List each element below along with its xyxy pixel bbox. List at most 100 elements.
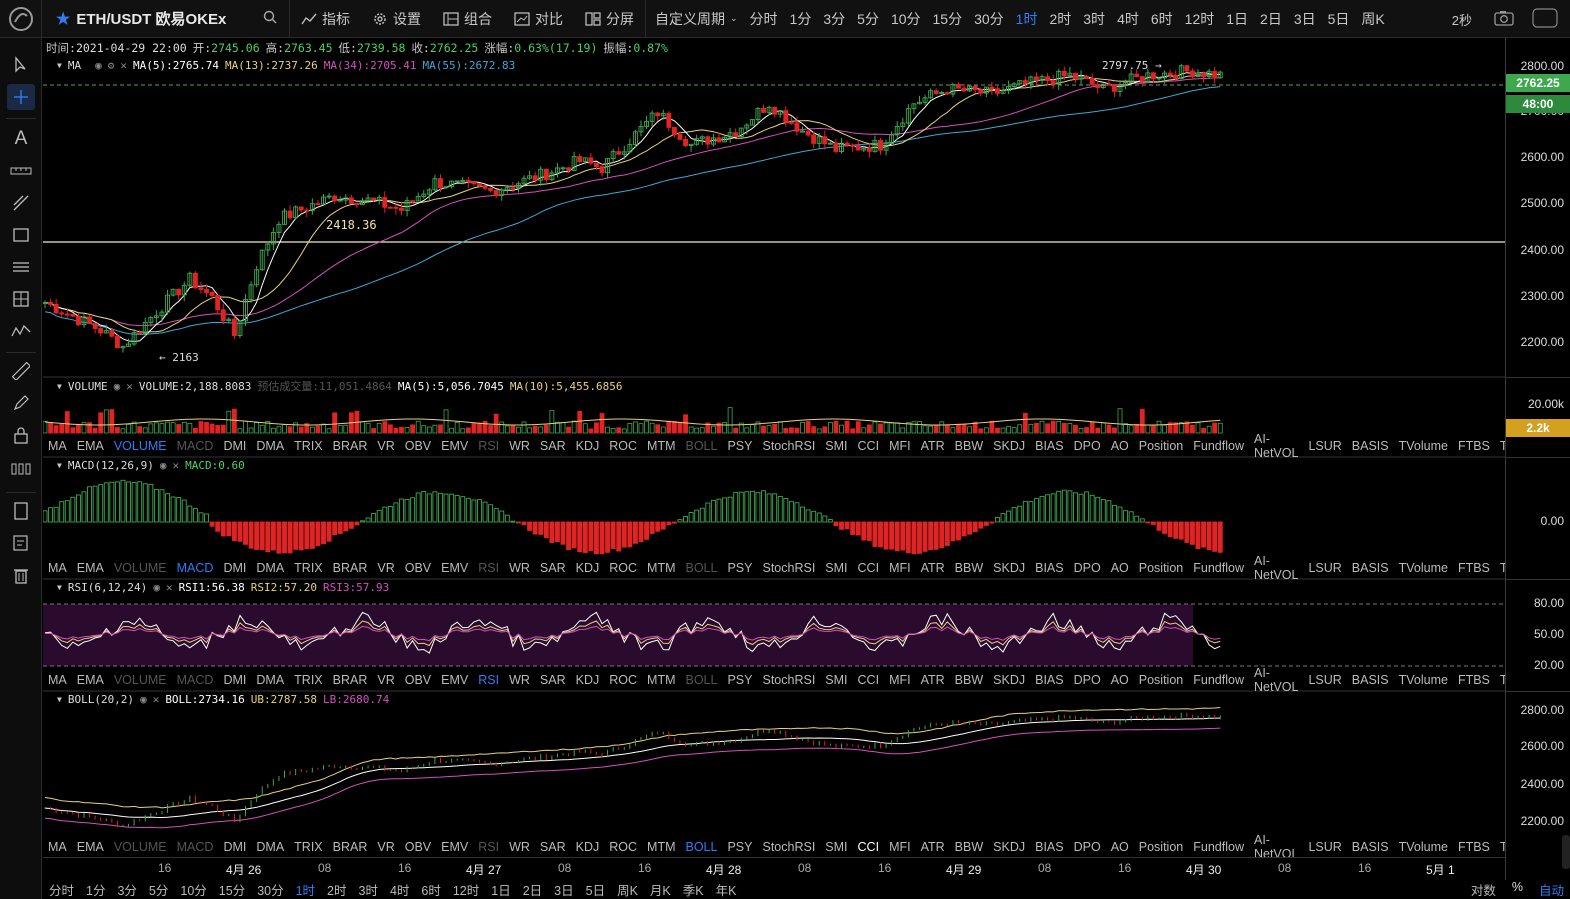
compare-button[interactable]: 对比: [503, 0, 574, 38]
indicator-tab-sar[interactable]: SAR: [539, 673, 566, 687]
indicator-tab-smi[interactable]: SMI: [825, 439, 848, 453]
indicator-tab-volume[interactable]: VOLUME: [113, 561, 167, 575]
bottom-period-2[interactable]: 3分: [117, 884, 137, 898]
indicator-tab-smi[interactable]: SMI: [825, 840, 848, 854]
indicator-tab-macd[interactable]: MACD: [176, 439, 214, 453]
split-screen-button[interactable]: 分屏: [574, 0, 645, 38]
indicator-tab-fundflow[interactable]: Fundflow: [1193, 561, 1244, 575]
indicator-tab-atr[interactable]: ATR: [920, 561, 945, 575]
indicator-tab-wr[interactable]: WR: [509, 840, 530, 854]
bottom-period-5[interactable]: 15分: [218, 884, 246, 898]
indicator-tab-bias[interactable]: BIAS: [1035, 673, 1064, 687]
indicator-tab-ai-netvol[interactable]: AI-NetVOL: [1253, 666, 1299, 694]
indicator-tab-bbw[interactable]: BBW: [954, 673, 984, 687]
indicator-tab-ai-netvol[interactable]: AI-NetVOL: [1253, 554, 1299, 582]
period-7[interactable]: 1时: [1015, 10, 1038, 27]
indicator-tab-boll[interactable]: BOLL: [685, 673, 718, 687]
indicator-tab-psy[interactable]: PSY: [727, 561, 753, 575]
indicator-tab-psy[interactable]: PSY: [727, 840, 753, 854]
magnet-icon[interactable]: [7, 456, 35, 482]
period-0[interactable]: 分时: [749, 10, 778, 27]
indicator-tab-ao[interactable]: AO: [1110, 673, 1129, 687]
indicator-tab-wr[interactable]: WR: [509, 673, 530, 687]
indicator-tab-dpo[interactable]: DPO: [1073, 840, 1101, 854]
price-axis[interactable]: 2800.00 2700.00 2600.00 2500.00 2400.00 …: [1505, 38, 1570, 880]
period-16[interactable]: 5日: [1327, 10, 1350, 27]
indicator-tab-roc[interactable]: ROC: [609, 840, 638, 854]
indicator-tab-position[interactable]: Position: [1138, 561, 1184, 575]
indicator-tab-rsi[interactable]: RSI: [478, 673, 500, 687]
indicator-tab-ema[interactable]: EMA: [76, 561, 104, 575]
indicator-tab-skdj[interactable]: SKDJ: [993, 840, 1026, 854]
indicator-button[interactable]: 指标: [290, 0, 361, 38]
indicator-tab-skdj[interactable]: SKDJ: [993, 439, 1026, 453]
indicator-tab-vr[interactable]: VR: [377, 561, 395, 575]
measure-tool-icon[interactable]: [7, 158, 35, 184]
bottom-period-15[interactable]: 3日: [554, 884, 574, 898]
indicator-tab-mfi[interactable]: MFI: [889, 840, 911, 854]
bottom-period-18[interactable]: 月K: [649, 884, 671, 898]
indicator-tab-basis[interactable]: BASIS: [1351, 561, 1389, 575]
indicator-tab-brar[interactable]: BRAR: [332, 439, 368, 453]
indicator-tab-dma[interactable]: DMA: [256, 840, 285, 854]
scroll-handle[interactable]: [1562, 835, 1570, 869]
indicator-tab-emv[interactable]: EMV: [441, 673, 469, 687]
indicator-tab-fundflow[interactable]: Fundflow: [1193, 840, 1244, 854]
indicator-tab-dmi[interactable]: DMI: [223, 840, 247, 854]
indicator-tab-wr[interactable]: WR: [509, 561, 530, 575]
indicator-tab-mtm[interactable]: MTM: [647, 561, 676, 575]
indicator-tab-lsur[interactable]: LSUR: [1308, 673, 1342, 687]
indicator-tab-ao[interactable]: AO: [1110, 840, 1129, 854]
layout-button[interactable]: 组合: [432, 0, 503, 38]
period-12[interactable]: 12时: [1184, 10, 1215, 27]
indicator-tab-rsi[interactable]: RSI: [478, 840, 500, 854]
indicator-tab-obv[interactable]: OBV: [404, 561, 432, 575]
indicator-tab-trix[interactable]: TRIX: [294, 673, 323, 687]
indicator-tab-wr[interactable]: WR: [509, 439, 530, 453]
indicator-tab-position[interactable]: Position: [1138, 439, 1184, 453]
indicator-tab-rsi[interactable]: RSI: [478, 561, 500, 575]
settings-button[interactable]: 设置: [361, 0, 432, 38]
indicator-tab-volume[interactable]: VOLUME: [113, 673, 167, 687]
lock-icon[interactable]: [7, 422, 35, 448]
ruler-icon[interactable]: [7, 358, 35, 384]
indicator-tab-emv[interactable]: EMV: [441, 439, 469, 453]
indicator-tab-boll[interactable]: BOLL: [685, 840, 718, 854]
indicator-tab-ma[interactable]: MA: [48, 439, 67, 453]
bookmark-icon[interactable]: [7, 498, 35, 524]
indicator-tab-tvolume[interactable]: TVolume: [1398, 561, 1448, 575]
indicator-tab-brar[interactable]: BRAR: [332, 840, 368, 854]
crosshair-icon[interactable]: [7, 84, 35, 110]
indicator-tab-ao[interactable]: AO: [1110, 561, 1129, 575]
close-icon[interactable]: ✕: [172, 458, 180, 472]
wave-tool-icon[interactable]: [7, 318, 35, 344]
period-14[interactable]: 2日: [1260, 10, 1282, 27]
indicator-tab-mfi[interactable]: MFI: [889, 439, 911, 453]
indicator-tab-stochrsi[interactable]: StochRSI: [762, 439, 816, 453]
indicator-tab-sar[interactable]: SAR: [539, 561, 566, 575]
bottom-period-16[interactable]: 5日: [585, 884, 606, 898]
indicator-tab-tvolume[interactable]: TVolume: [1398, 439, 1448, 453]
bottom-period-4[interactable]: 10分: [180, 884, 207, 898]
indicator-tab-dmi[interactable]: DMI: [223, 439, 247, 453]
period-6[interactable]: 30分: [974, 10, 1004, 27]
symbol-selector[interactable]: ★ ETH/USDT 欧易OKEx: [42, 0, 290, 38]
indicator-tab-kdj[interactable]: KDJ: [575, 561, 600, 575]
indicator-tab-smi[interactable]: SMI: [825, 561, 848, 575]
time-axis[interactable]: 16 4月 26 08 16 4月 27 08 16 4月 28 08 16 4月 29 08 16 4月…: [43, 857, 1505, 879]
eye-icon[interactable]: ◉: [153, 580, 160, 594]
close-icon[interactable]: ✕: [120, 58, 127, 72]
indicator-tab-roc[interactable]: ROC: [609, 561, 638, 575]
period-2[interactable]: 3分: [823, 10, 846, 27]
indicator-tab-ema[interactable]: EMA: [76, 840, 104, 854]
indicator-tab-atr[interactable]: ATR: [920, 840, 945, 854]
pen-icon[interactable]: [7, 390, 35, 416]
indicator-tab-bias[interactable]: BIAS: [1035, 439, 1064, 453]
period-1[interactable]: 1分: [789, 10, 812, 27]
eye-icon[interactable]: ◉: [159, 458, 167, 472]
text-tool-icon[interactable]: A: [14, 128, 28, 149]
search-icon[interactable]: [263, 10, 277, 28]
indicator-tab-dpo[interactable]: DPO: [1073, 439, 1101, 453]
chart-area[interactable]: 时间:2021-04-29 22:00 开:2745.06 高:2763.45 …: [43, 38, 1570, 880]
indicator-tab-boll[interactable]: BOLL: [685, 561, 718, 575]
